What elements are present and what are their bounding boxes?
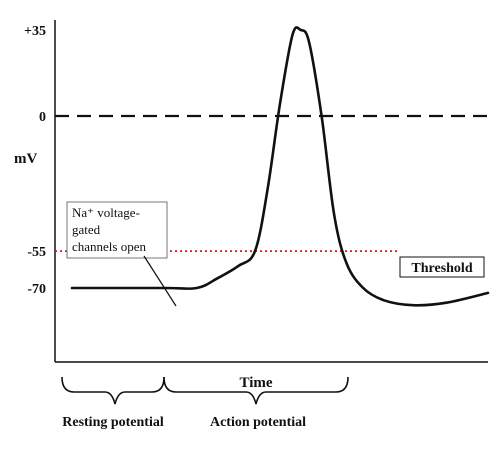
- y-axis-title: mV: [14, 151, 37, 167]
- y-tick-label: +35: [24, 24, 46, 39]
- x-axis-title: Time: [239, 375, 272, 391]
- annotation-line-2: gated: [72, 222, 101, 237]
- action-phase-brace: [163, 376, 349, 405]
- resting-phase-label: Resting potential: [62, 415, 164, 430]
- y-tick-label: -70: [27, 282, 46, 297]
- annotation-box: [66, 201, 168, 259]
- annotation-pointer-line: [143, 255, 177, 307]
- membrane-potential-curve: [70, 26, 490, 307]
- threshold-label-box: [399, 256, 485, 278]
- resting-phase-brace: [61, 376, 165, 405]
- y-tick-labels: +35 0 -55 -70: [24, 24, 46, 297]
- annotation-line-3: channels open: [72, 239, 147, 254]
- y-tick-label: -55: [27, 245, 46, 260]
- annotation-line-1: Na⁺ voltage-: [72, 205, 140, 220]
- y-tick-label: 0: [39, 110, 46, 125]
- action-phase-label: Action potential: [210, 415, 306, 430]
- reference-lines: [55, 114, 492, 253]
- threshold-label: Threshold: [411, 261, 472, 276]
